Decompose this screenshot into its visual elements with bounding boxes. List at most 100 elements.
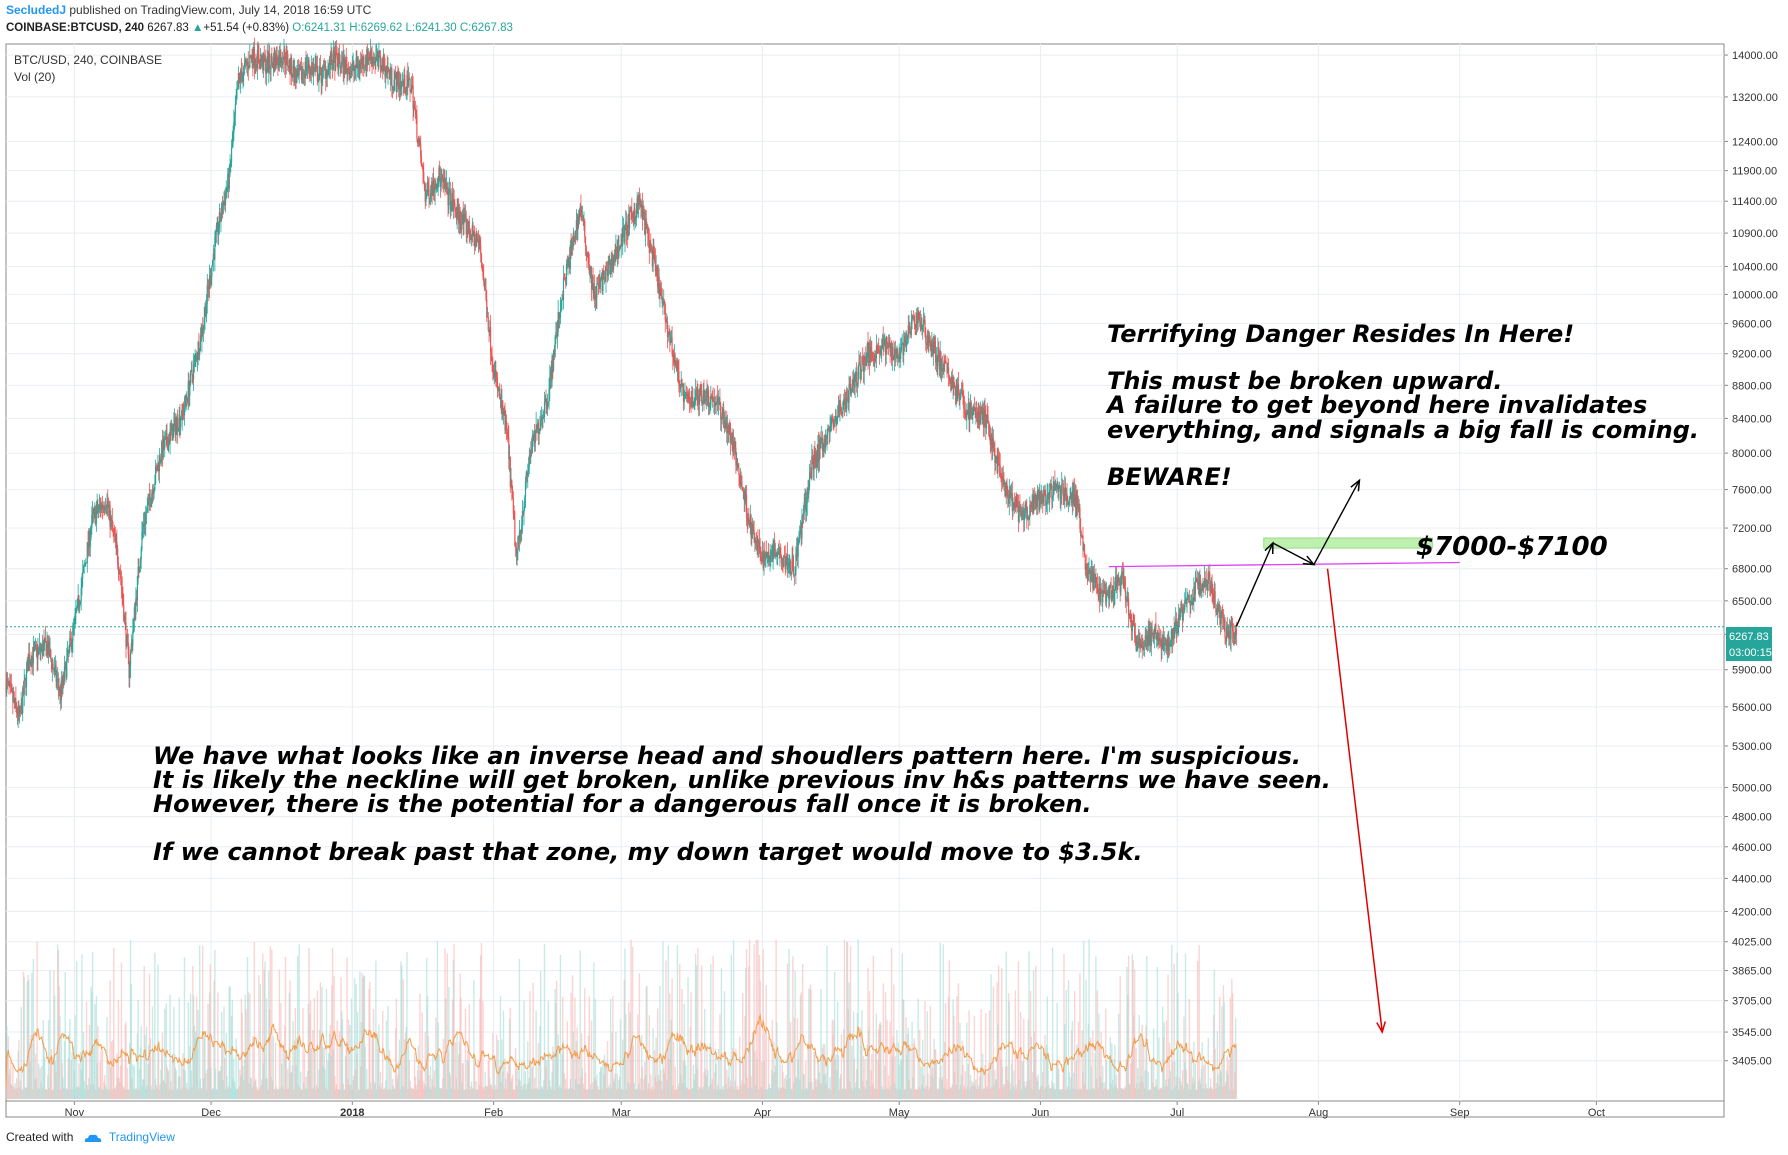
volume-bar	[518, 959, 521, 1099]
volume-bar	[255, 1087, 258, 1099]
volume-bar	[558, 1087, 560, 1099]
candle-body	[489, 326, 491, 333]
volume-bar	[246, 956, 249, 1099]
candle-body	[819, 439, 821, 449]
candle-body	[1116, 577, 1118, 588]
candle-body	[382, 54, 385, 72]
candle-body	[1235, 628, 1237, 635]
volume-bar	[9, 1069, 11, 1099]
volume-bar	[918, 1087, 920, 1099]
time-axis[interactable]: Nov Dec 2018 Feb Mar Apr May Jun Jul Aug Sep Oct	[65, 1101, 1605, 1119]
volume-bar	[304, 1088, 306, 1099]
candle-body	[909, 331, 911, 333]
candle-body	[430, 184, 432, 194]
candle-body	[484, 289, 486, 290]
volume-bar	[324, 1069, 326, 1099]
candle-body	[665, 319, 667, 323]
volume-bar	[446, 953, 448, 1099]
volume-bar	[470, 1081, 473, 1099]
candle-body	[657, 269, 659, 288]
candle-body	[1111, 594, 1113, 599]
volume-bar	[927, 1073, 929, 1099]
candle-body	[429, 193, 432, 199]
candle-body	[120, 572, 122, 579]
volume-bar	[429, 1087, 431, 1099]
candle-body	[69, 637, 72, 640]
volume-bar	[519, 1080, 521, 1099]
volume-bar	[679, 1044, 682, 1099]
candle-body	[1069, 498, 1071, 500]
volume-bar	[373, 1083, 376, 1099]
candle-body	[628, 211, 631, 229]
volume-bar	[369, 1082, 372, 1099]
candle-body	[603, 270, 605, 280]
volume-bar	[1192, 1083, 1194, 1099]
volume-bar	[653, 1050, 656, 1099]
candle-body	[810, 474, 812, 478]
volume-bar	[487, 1060, 489, 1099]
candle-body	[458, 211, 461, 224]
candle-body	[663, 301, 666, 305]
volume-bar	[603, 1054, 606, 1099]
candle-body	[28, 654, 31, 664]
volume-bar	[1115, 1074, 1118, 1099]
volume-bar	[381, 1083, 383, 1099]
volume-bar	[72, 1089, 74, 1099]
volume-bar	[779, 1056, 781, 1099]
volume-bar	[1038, 1089, 1040, 1099]
volume-bar	[770, 1069, 773, 1099]
candle-body	[770, 554, 772, 556]
volume-bar	[675, 1089, 678, 1099]
candle-body	[404, 91, 407, 93]
candle-body	[593, 286, 595, 294]
volume-bar	[117, 1000, 120, 1099]
candle-body	[1220, 612, 1222, 625]
candle-body	[834, 415, 836, 423]
candle-body	[467, 230, 469, 235]
volume-bar	[1190, 1089, 1192, 1099]
price-axis[interactable]: 14000.0013200.0012400.0011900.0011400.00…	[1724, 50, 1778, 1068]
volume-bar	[509, 1007, 512, 1099]
candle-body	[981, 410, 983, 420]
candle-body	[279, 51, 281, 65]
volume-bar	[1205, 1083, 1207, 1099]
candle-body	[610, 258, 612, 268]
candle-body	[27, 659, 29, 672]
volume-bar	[984, 1065, 986, 1099]
candle-body	[155, 466, 157, 468]
candle-body	[847, 398, 849, 403]
candle-body	[599, 281, 601, 287]
volume-bar	[1095, 956, 1097, 1099]
candle-body	[1211, 581, 1213, 594]
volume-bar	[220, 1066, 222, 1099]
volume-bar	[136, 1033, 139, 1099]
candle-body	[1025, 504, 1027, 508]
volume-bar	[1208, 1089, 1210, 1099]
candle-body	[101, 503, 104, 508]
candle-body	[163, 439, 165, 449]
author-link[interactable]: SecludedJ	[6, 3, 67, 17]
volume-bar	[410, 1087, 412, 1099]
volume-bar	[58, 986, 60, 1099]
candle-body	[259, 58, 262, 69]
volume-bar	[1041, 1085, 1043, 1099]
volume-bar	[1010, 1063, 1013, 1099]
volume-bar	[939, 943, 941, 1099]
volume-bar	[627, 1081, 629, 1099]
candle-body	[609, 267, 612, 275]
candle-body	[373, 57, 375, 62]
volume-bar	[1037, 1074, 1039, 1099]
candle-body	[544, 399, 546, 402]
volume-bar	[271, 949, 273, 1099]
candle-body	[738, 467, 740, 475]
volume-bar	[441, 1088, 443, 1099]
price-tick-label: 8800.00	[1732, 380, 1772, 392]
volume-bar	[421, 1012, 423, 1099]
volume-bar	[90, 986, 92, 1099]
volume-bar	[1063, 953, 1065, 1099]
volume-bar	[401, 1085, 404, 1099]
volume-bar	[628, 1083, 631, 1099]
volume-bar	[1076, 1044, 1078, 1099]
candle-body	[360, 58, 363, 64]
